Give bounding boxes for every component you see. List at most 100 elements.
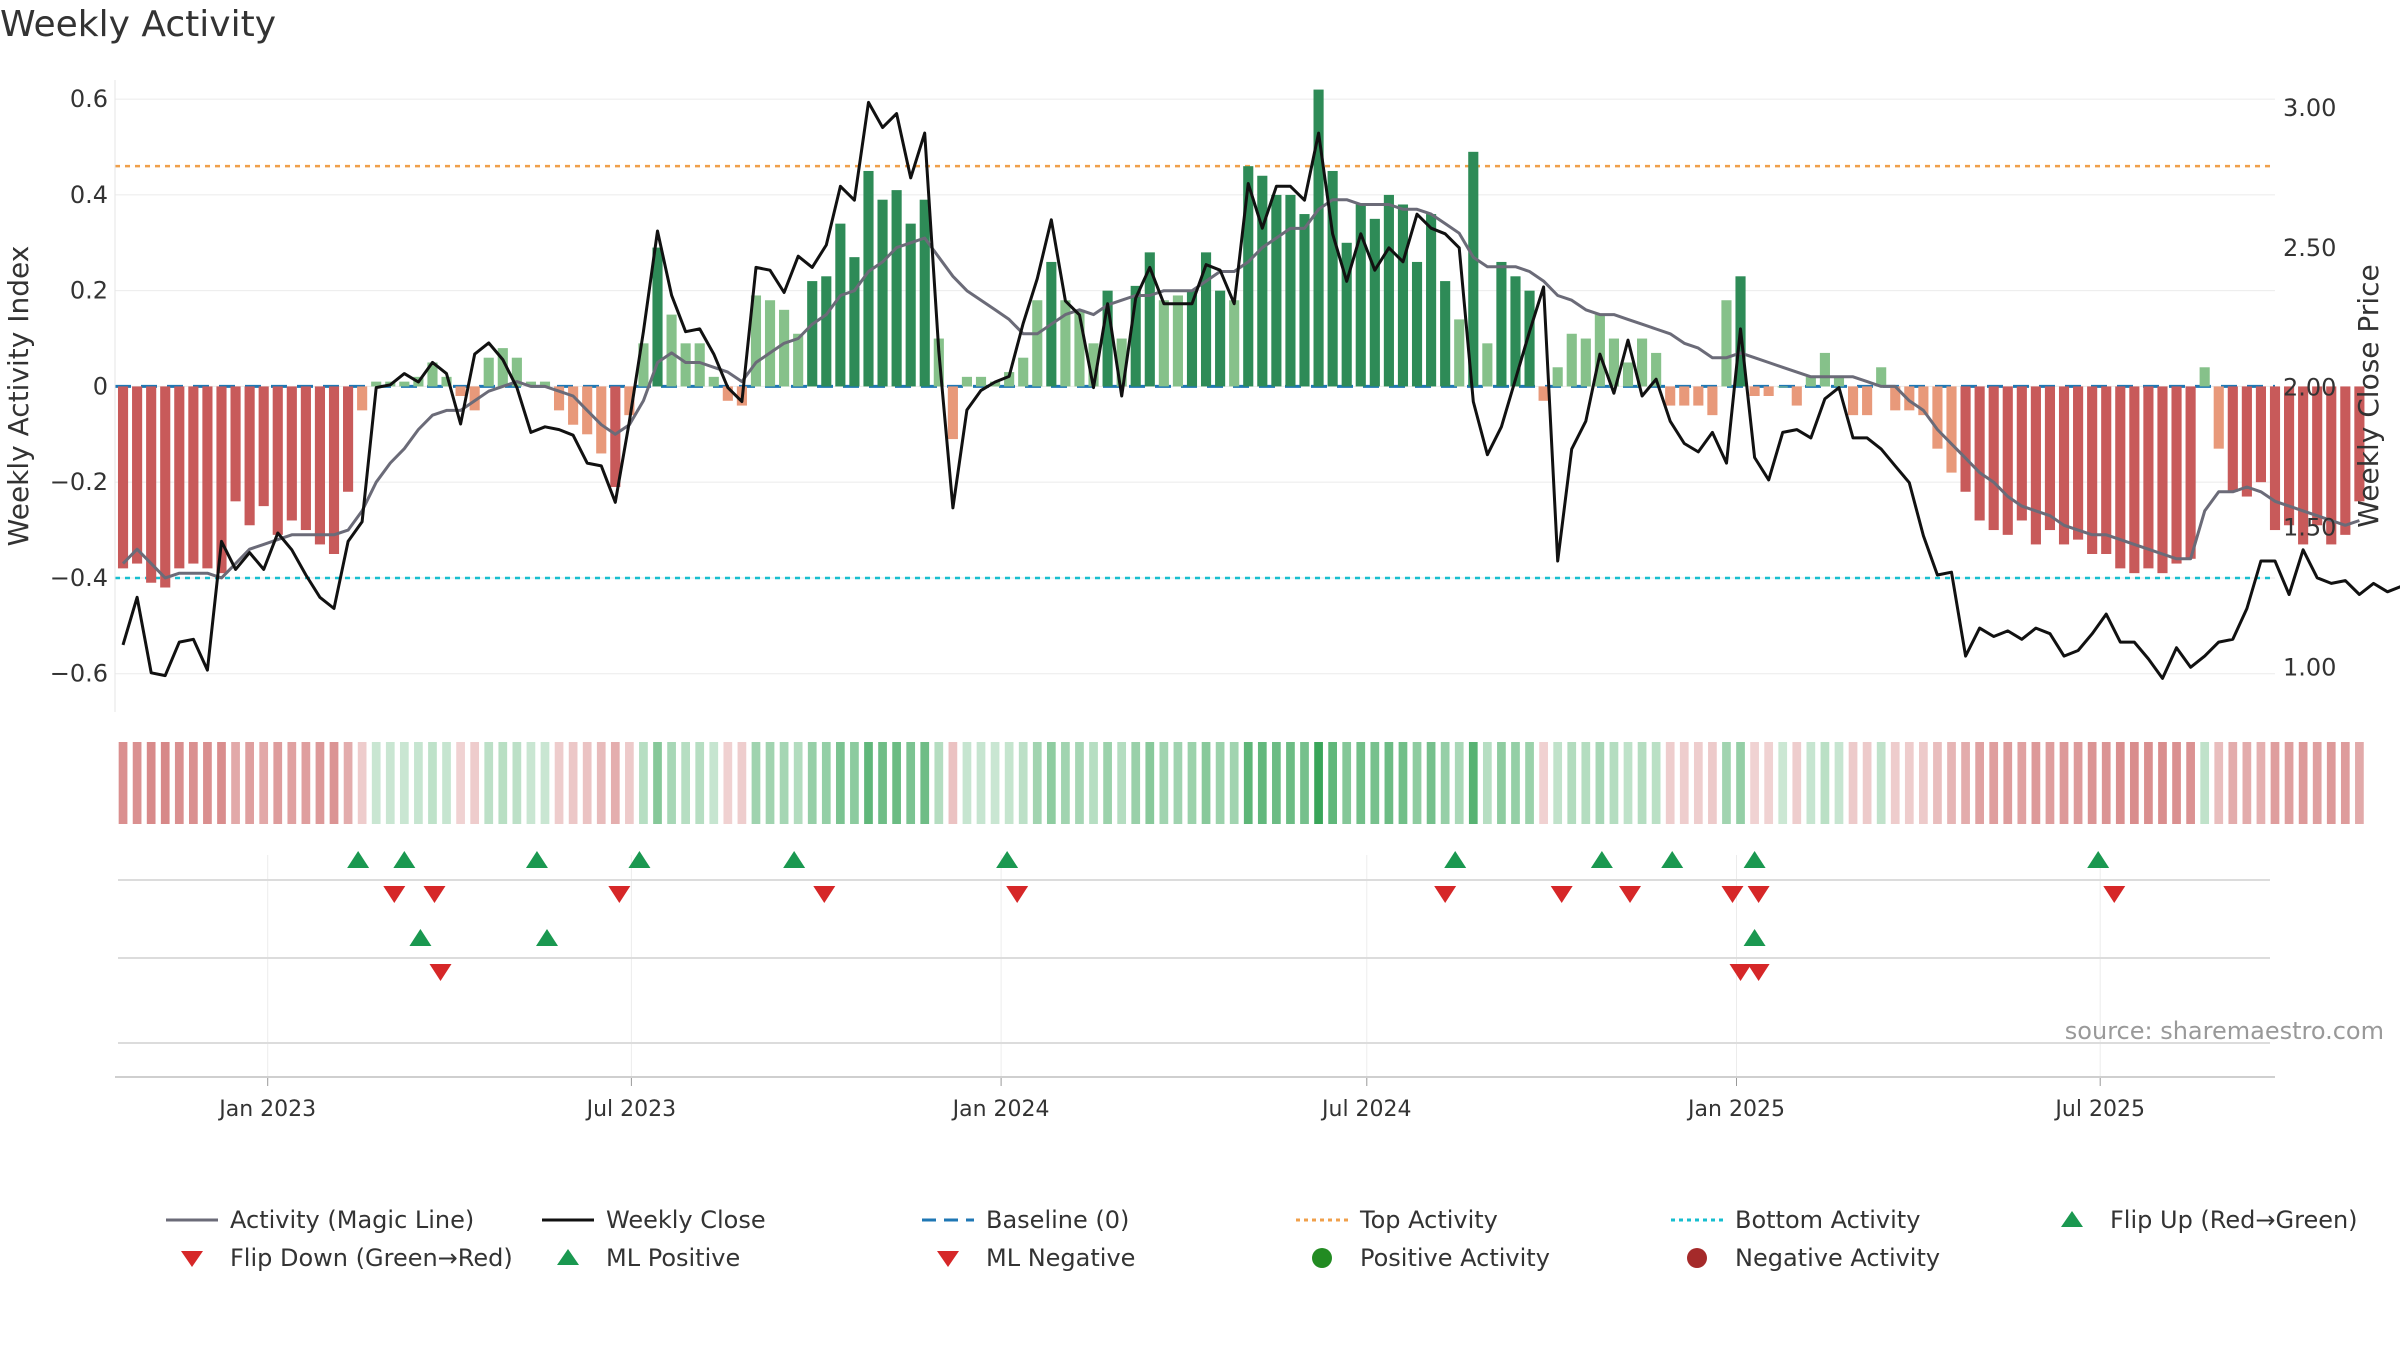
activity-bar <box>230 386 241 502</box>
heat-cell <box>329 742 339 824</box>
heat-cell <box>1933 742 1942 824</box>
heat-cell <box>2031 742 2041 824</box>
activity-bar <box>1172 295 1183 387</box>
heat-cell <box>2158 742 2167 824</box>
activity-bar <box>807 281 818 387</box>
heat-cell <box>2144 742 2153 824</box>
heat-cell <box>2340 742 2350 824</box>
activity-bar <box>511 357 522 387</box>
flip-up-marker <box>783 851 806 868</box>
activity-bar <box>525 381 536 387</box>
activity-bar <box>1215 290 1226 387</box>
activity-bar <box>961 376 973 387</box>
ml-negative-marker <box>1747 964 1770 981</box>
heat-cell <box>1356 742 1366 824</box>
heat-cell <box>1004 742 1014 824</box>
activity-bar <box>905 223 916 387</box>
activity-bar <box>1847 386 1859 416</box>
activity-bar <box>483 357 494 387</box>
heat-cell <box>1454 742 1464 824</box>
heat-cell <box>681 742 691 824</box>
heat-cell <box>1539 742 1548 824</box>
activity-bar <box>1580 338 1591 387</box>
legend-item-flip-up: Flip Up (Red→Green) <box>2040 1206 2358 1234</box>
activity-bar <box>1060 300 1071 387</box>
activity-bar <box>975 376 987 387</box>
heat-cell <box>259 742 269 824</box>
heat-cell <box>287 742 297 824</box>
y-left-axis-title: Weekly Activity Index <box>2 246 35 547</box>
activity-bar <box>1988 386 1999 531</box>
activity-bar <box>1876 367 1887 387</box>
heat-cell <box>765 742 775 824</box>
heat-cell <box>2186 742 2195 824</box>
heat-cell <box>2298 742 2308 824</box>
heat-cell <box>442 742 451 824</box>
heat-cell <box>526 742 536 824</box>
heat-cell <box>1061 742 1070 824</box>
y-right-axis-title: Weekly Close Price <box>2352 264 2385 527</box>
heat-cell <box>878 742 887 824</box>
y-right-tick-label: 1.50 <box>2283 513 2336 541</box>
activity-bar <box>427 362 438 387</box>
heat-cell <box>371 742 381 824</box>
activity-bar <box>2326 386 2337 545</box>
heat-cell <box>2284 742 2294 824</box>
activity-bar <box>793 333 804 387</box>
activity-bar <box>160 386 171 588</box>
activity-bar <box>2185 386 2196 559</box>
heat-cell <box>1159 742 1169 824</box>
activity-bar <box>188 386 199 564</box>
activity-bar <box>2269 386 2281 531</box>
activity-bar <box>314 386 326 545</box>
heat-cell <box>1736 742 1745 824</box>
legend-item-weekly-close: Weekly Close <box>536 1206 766 1234</box>
activity-bar <box>1679 386 1690 406</box>
heat-cell <box>892 742 901 824</box>
heat-cell <box>2073 742 2083 824</box>
y-left-tick-label: −0.6 <box>50 660 108 688</box>
activity-bar <box>821 276 832 387</box>
heat-cell <box>1145 742 1155 824</box>
activity-bar <box>1693 386 1704 406</box>
activity-bar <box>1791 386 1802 406</box>
heat-cell <box>1834 742 1844 824</box>
activity-bar <box>469 386 480 411</box>
flip-up-marker <box>1590 851 1613 868</box>
activity-bar <box>2002 386 2013 535</box>
activity-bar <box>596 386 607 454</box>
activity-bar <box>1637 338 1648 387</box>
activity-bar <box>1918 386 1929 416</box>
activity-bar <box>399 381 410 387</box>
heat-cell <box>1651 742 1661 824</box>
heat-cell <box>610 742 620 824</box>
activity-bar <box>1904 386 1915 411</box>
activity-bar <box>1130 285 1141 387</box>
heat-cell <box>934 742 944 824</box>
activity-bar <box>1538 386 1549 401</box>
activity-bar <box>497 348 508 387</box>
heat-cell <box>625 742 634 824</box>
activity-bar <box>1200 252 1212 387</box>
heat-cell <box>976 742 986 824</box>
heat-cell <box>653 742 662 824</box>
y-left-tick-label: 0.2 <box>70 277 108 305</box>
activity-bar <box>1426 214 1437 387</box>
weekly-close-series <box>121 100 2400 680</box>
flip-down-marker <box>383 886 406 903</box>
heat-cell <box>821 742 831 824</box>
activity-bar <box>1018 357 1029 387</box>
legend-item-magic-line: Activity (Magic Line) <box>160 1206 474 1234</box>
activity-bar <box>1974 386 1985 521</box>
ml-negative-marker <box>429 964 452 981</box>
ml-negative-marker <box>1729 964 1752 981</box>
activity-bar <box>539 381 551 387</box>
activity-bar <box>1890 386 1901 411</box>
heat-cell <box>2312 742 2322 824</box>
activity-bar <box>568 386 579 425</box>
heat-cell <box>498 742 508 824</box>
heat-cell <box>2256 742 2266 824</box>
x-tick-label: Jul 2025 <box>2053 1097 2145 1122</box>
activity-bar <box>891 190 902 387</box>
price-and-magic-lines <box>121 100 2400 680</box>
